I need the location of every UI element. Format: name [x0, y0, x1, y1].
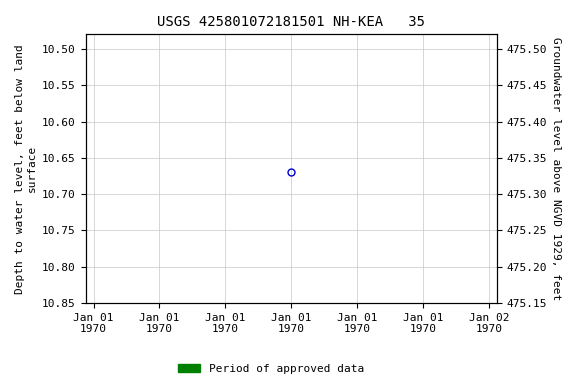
Y-axis label: Depth to water level, feet below land
surface: Depth to water level, feet below land su…	[15, 44, 37, 294]
Title: USGS 425801072181501 NH-KEA   35: USGS 425801072181501 NH-KEA 35	[157, 15, 425, 29]
Y-axis label: Groundwater level above NGVD 1929, feet: Groundwater level above NGVD 1929, feet	[551, 37, 561, 300]
Legend: Period of approved data: Period of approved data	[173, 359, 368, 379]
